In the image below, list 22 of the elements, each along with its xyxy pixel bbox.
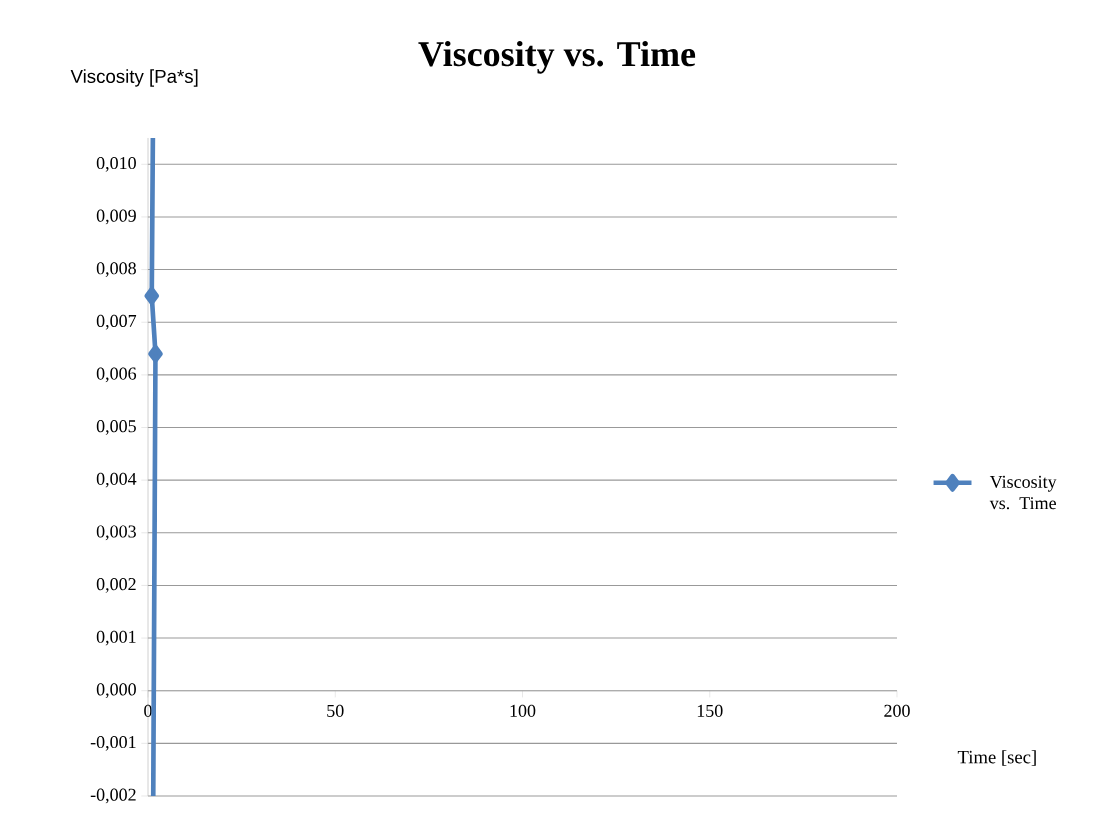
y-tick-label: 0,003 [96, 525, 136, 541]
y-tick-label: 0,002 [96, 578, 136, 593]
y-axis-title: Viscosity [Pa*s] [70, 69, 198, 87]
y-tick-label: 0,007 [96, 314, 137, 330]
x-tick-label: 100 [510, 704, 536, 717]
y-tick-label: 0,010 [96, 156, 136, 172]
legend-label: Viscosity vs. Time [989, 475, 1057, 510]
y-tick-label: 0,001 [96, 630, 136, 646]
x-tick-label: 200 [884, 704, 910, 717]
y-tick-label: 0,004 [96, 472, 137, 488]
y-tick-label: 0,009 [96, 209, 136, 225]
y-tick-label: 0,000 [96, 683, 136, 699]
x-tick-label: 0 [144, 704, 152, 717]
y-tick-label: 0,008 [96, 262, 136, 277]
x-axis-title: Time [sec] [957, 750, 1036, 766]
x-tick-label: 50 [327, 704, 344, 717]
x-tick-label: 150 [697, 704, 723, 717]
chart-title: Viscosity vs. Time [418, 40, 696, 74]
y-tick-label: -0,002 [90, 788, 136, 804]
y-tick-label: 0,006 [96, 367, 137, 383]
y-tick-label: -0,001 [90, 735, 136, 751]
y-tick-label: 0,005 [96, 420, 136, 435]
